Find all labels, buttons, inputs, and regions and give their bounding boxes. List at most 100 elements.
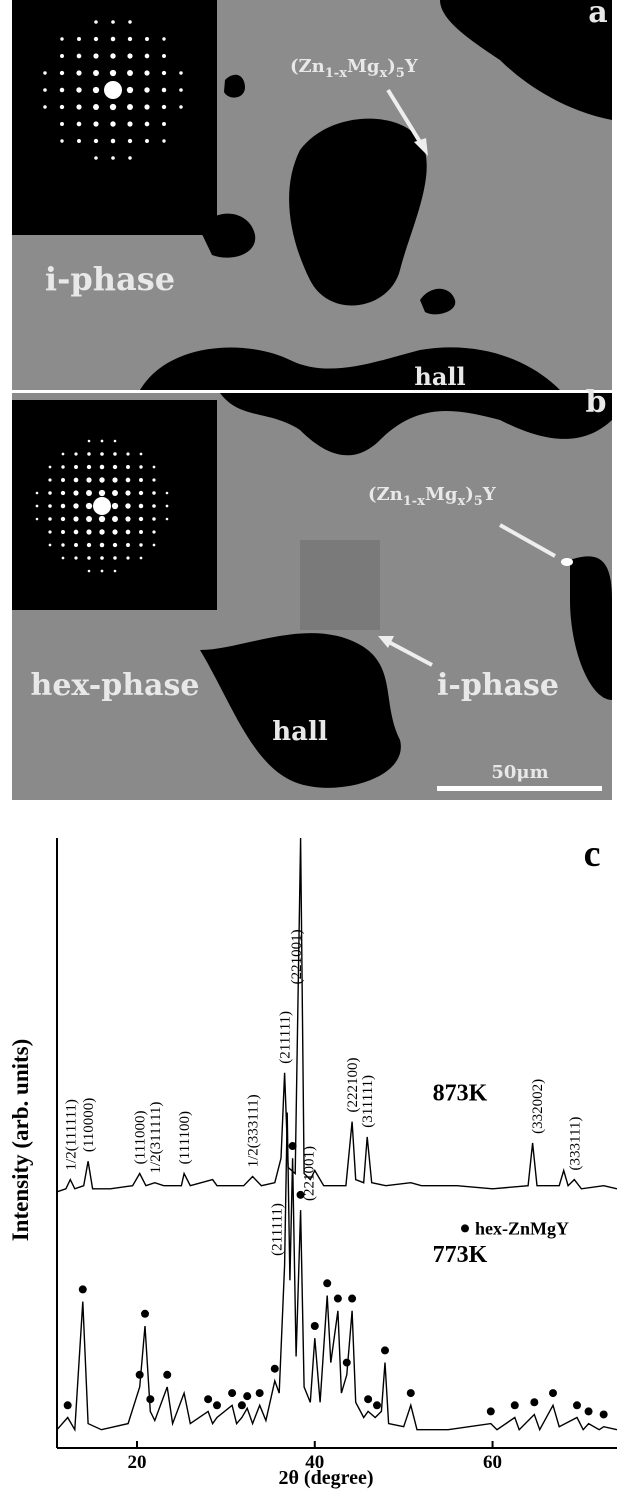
- peak-label: 1/2(333111): [246, 1094, 262, 1167]
- spot: [128, 139, 132, 143]
- phase-marker: [381, 1346, 389, 1354]
- spot: [139, 517, 143, 521]
- spot: [86, 490, 92, 496]
- spot: [94, 139, 98, 143]
- spot: [152, 504, 156, 508]
- y-axis-label: Intensity (arb. units): [8, 1039, 33, 1242]
- spot: [125, 503, 130, 508]
- phase-marker: [163, 1371, 171, 1379]
- spot: [60, 139, 63, 142]
- spot: [112, 529, 117, 534]
- formula-part: (Zn: [290, 56, 325, 77]
- peak-label: (311111): [360, 1075, 376, 1128]
- diffraction-inset: [12, 0, 217, 235]
- spot: [93, 70, 99, 76]
- peak-label: 1/2(111111): [63, 1099, 79, 1170]
- spot: [93, 121, 98, 126]
- peak-label: (333111): [567, 1117, 583, 1171]
- spot: [101, 440, 104, 443]
- spot: [111, 20, 115, 24]
- phase-marker: [146, 1395, 154, 1403]
- scale-label: 50μm: [491, 762, 548, 783]
- spot: [77, 122, 82, 127]
- spot: [61, 504, 66, 509]
- spot: [140, 557, 143, 560]
- phase-marker: [343, 1359, 351, 1367]
- spot: [152, 517, 155, 520]
- spot: [100, 465, 105, 470]
- spot: [87, 452, 90, 455]
- spot: [126, 530, 131, 535]
- panel-b: b (Zn1-xMgx)5Y hex-phase i-phase hall 50…: [12, 385, 612, 800]
- x-tick-label: 40: [305, 1452, 324, 1473]
- peak-label: (221001): [302, 1146, 318, 1201]
- peak-label: (221001): [289, 929, 305, 984]
- spot: [99, 477, 104, 482]
- phase-marker: [487, 1407, 495, 1415]
- spot: [162, 88, 167, 93]
- phase-marker: [407, 1389, 415, 1397]
- series-label: 773K: [433, 1242, 488, 1268]
- peak-label: (222100): [345, 1058, 361, 1113]
- spot: [60, 71, 64, 75]
- phase-marker: [271, 1365, 279, 1373]
- formula-part: 1-x: [403, 494, 425, 509]
- spot: [100, 543, 105, 548]
- spot: [114, 440, 117, 443]
- spot: [126, 465, 130, 469]
- formula-part: 5: [396, 66, 405, 81]
- spot: [162, 71, 166, 75]
- spot: [61, 465, 64, 468]
- spot: [61, 543, 64, 546]
- spot: [139, 543, 142, 546]
- spot: [126, 452, 129, 455]
- spot: [60, 54, 64, 58]
- x-tick-label: 60: [483, 1452, 502, 1473]
- panel-label: c: [584, 833, 601, 875]
- spot: [94, 20, 97, 23]
- spot: [110, 53, 115, 58]
- spot: [139, 465, 142, 468]
- spot: [94, 37, 98, 41]
- spot: [145, 139, 149, 143]
- particle: [561, 558, 573, 566]
- spot: [88, 570, 91, 573]
- phase-marker: [334, 1295, 342, 1303]
- phase-marker: [530, 1398, 538, 1406]
- formula-part: ): [465, 484, 474, 505]
- peak-label: 1/2(311111): [148, 1102, 164, 1174]
- spot: [139, 530, 143, 534]
- phase-marker: [511, 1401, 519, 1409]
- spot: [111, 156, 115, 160]
- spot: [49, 544, 52, 547]
- scale-bar: [437, 786, 602, 791]
- formula-part: Mg: [425, 484, 458, 505]
- formula-part: 5: [474, 494, 483, 509]
- spot: [166, 492, 169, 495]
- spot: [113, 543, 117, 547]
- spot: [127, 53, 132, 58]
- spot: [112, 516, 118, 522]
- spot: [76, 70, 81, 75]
- phase-marker: [213, 1401, 221, 1409]
- spot: [61, 478, 65, 482]
- formula-part: Y: [482, 484, 497, 505]
- spot: [60, 105, 64, 109]
- spot: [36, 505, 39, 508]
- spot: [36, 492, 39, 495]
- spot: [126, 556, 129, 559]
- spot: [140, 453, 143, 456]
- spot: [86, 516, 92, 522]
- spot: [61, 517, 65, 521]
- spot: [43, 88, 47, 92]
- spot: [93, 104, 99, 110]
- phase-marker: [573, 1401, 581, 1409]
- spot: [61, 491, 65, 495]
- legend-label: hex-ZnMgY: [475, 1218, 569, 1238]
- spot: [110, 70, 116, 76]
- spot: [36, 518, 39, 521]
- phase-marker: [136, 1371, 144, 1379]
- spot: [125, 516, 130, 521]
- formula-part: Mg: [347, 56, 380, 77]
- spot: [145, 37, 149, 41]
